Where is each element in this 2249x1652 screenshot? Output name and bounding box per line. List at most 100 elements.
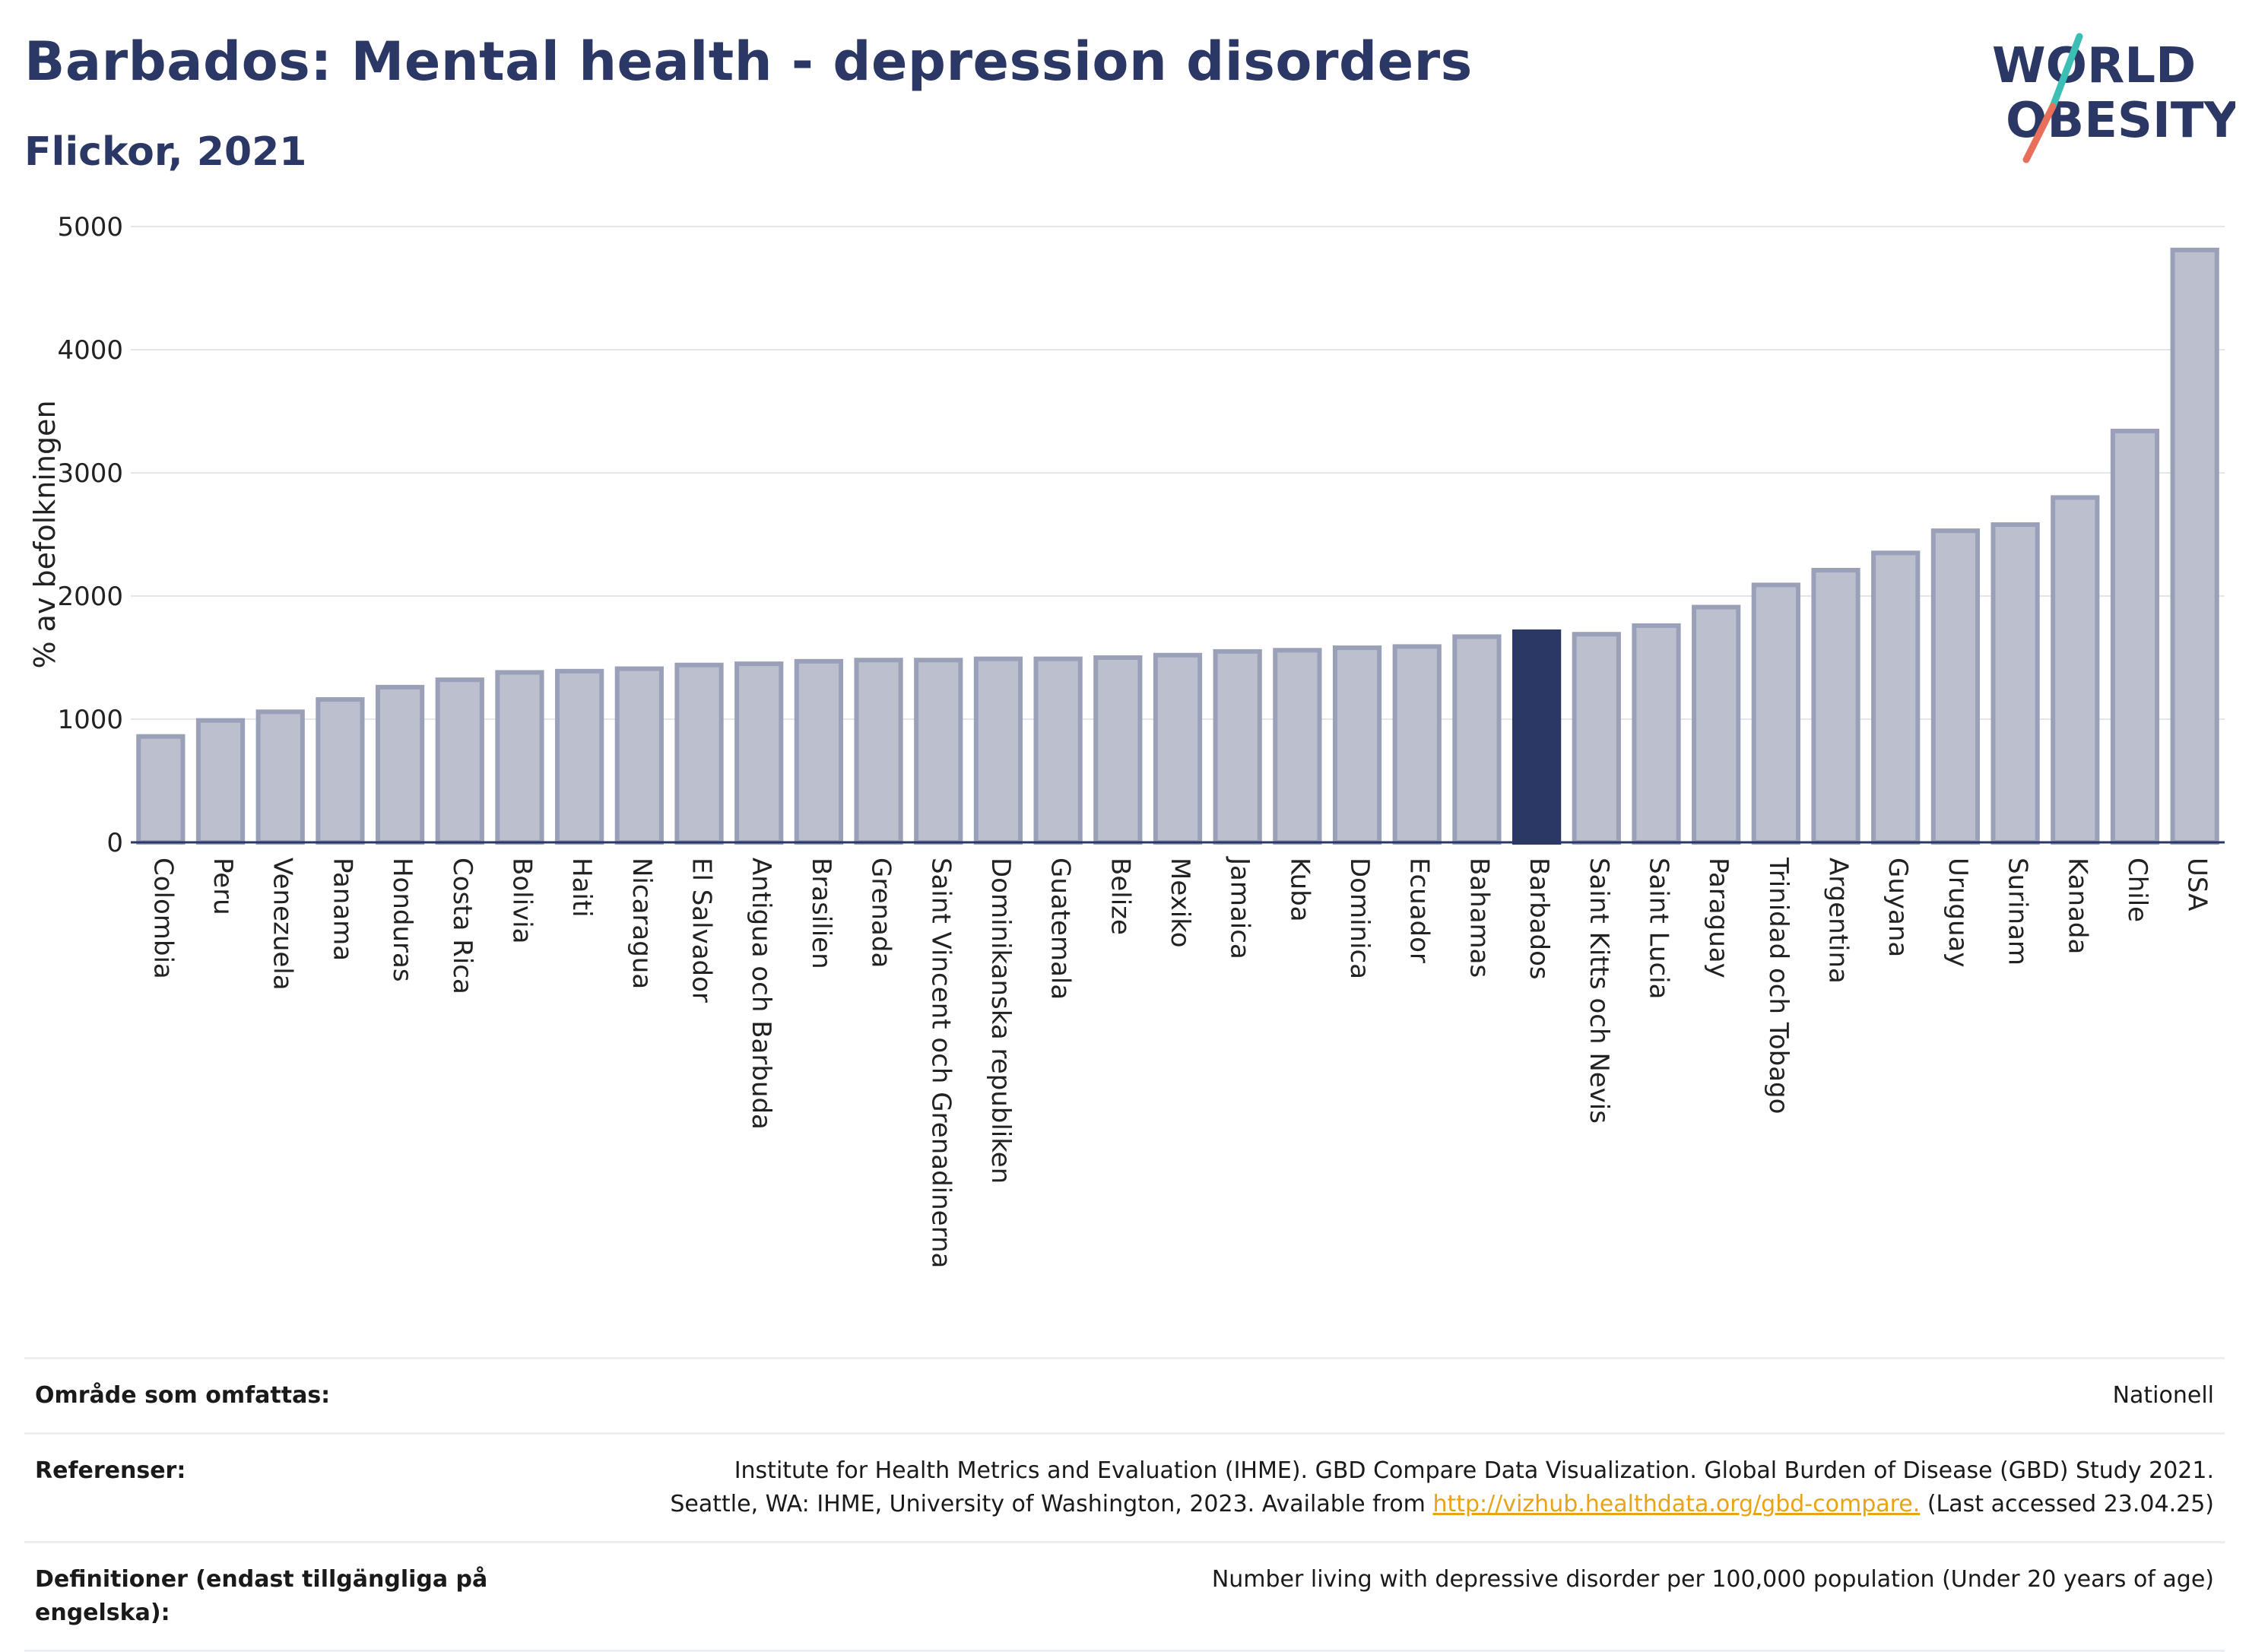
x-tick-label: Panama	[327, 858, 357, 961]
definitions-label: Definitioner (endast tillgängliga på eng…	[35, 1566, 488, 1626]
x-tick-label: Kanada	[2062, 858, 2092, 954]
bar-antigua-och-barbuda	[734, 661, 784, 845]
bar-barbados	[1512, 629, 1562, 845]
x-tick-label: Honduras	[387, 858, 417, 982]
x-tick-label: Ecuador	[1404, 858, 1435, 963]
bar-saint-lucia	[1632, 623, 1681, 845]
bar-bolivia	[495, 670, 544, 845]
x-tick-label: Guatemala	[1045, 858, 1076, 1000]
info-table: Område som omfattas: Nationell Referense…	[24, 1357, 2225, 1652]
references-value: Institute for Health Metrics and Evaluat…	[670, 1454, 2214, 1521]
bar-usa	[2170, 247, 2219, 845]
bar-kanada	[2051, 495, 2100, 845]
bar-honduras	[375, 684, 425, 845]
bar-peru	[195, 718, 246, 845]
bar-grenada	[854, 658, 903, 845]
y-tick-label: 2000	[57, 582, 123, 612]
bar-guyana	[1871, 550, 1921, 845]
definitions-value: Number living with depressive disorder p…	[1211, 1566, 2214, 1593]
y-tick-label: 1000	[57, 705, 123, 735]
bar-costa-rica	[435, 677, 484, 845]
x-tick-label: Dominica	[1344, 858, 1375, 979]
bar-colombia	[136, 734, 186, 845]
references-line2-post: (Last accessed 23.04.25)	[1920, 1491, 2214, 1517]
x-tick-label: Grenada	[866, 858, 896, 968]
x-tick-label: Barbados	[1524, 858, 1554, 980]
x-tick-label: Bahamas	[1464, 858, 1494, 978]
world-obesity-logo: WORLD OBESITY	[1992, 33, 2235, 163]
bar-venezuela	[255, 709, 305, 845]
bar-chile	[2110, 428, 2160, 845]
info-row-definitions: Definitioner (endast tillgängliga på eng…	[24, 1541, 2225, 1652]
x-tick-label: Jamaica	[1225, 856, 1255, 959]
x-tick-label: Mexiko	[1165, 858, 1195, 948]
chart-subtitle: Flickor, 2021	[24, 129, 307, 175]
bar-dominikanska-republiken	[973, 656, 1023, 845]
bar-brasilien	[794, 658, 843, 845]
references-line2-pre: Seattle, WA: IHME, University of Washing…	[670, 1491, 1433, 1517]
logo-slash-teal	[2049, 33, 2083, 110]
x-tick-label: Chile	[2122, 858, 2152, 922]
bar-guatemala	[1033, 656, 1083, 845]
x-tick-label: Saint Lucia	[1643, 858, 1673, 999]
references-line1: Institute for Health Metrics and Evaluat…	[734, 1457, 2214, 1484]
x-axis-ticks: Colombia Peru Venezuela Panama Honduras Costa…	[148, 856, 2212, 1268]
bar-bahamas	[1452, 634, 1502, 845]
y-tick-label: 5000	[57, 212, 123, 243]
x-tick-label: Costa Rica	[447, 858, 477, 994]
bar-el-salvador	[674, 662, 724, 845]
x-tick-label: Bolivia	[506, 858, 537, 943]
bar-saint-vincent-och-grenadinerna	[914, 658, 963, 845]
x-tick-label: Dominikanska republiken	[985, 858, 1016, 1184]
x-tick-label: Saint Kitts och Nevis	[1584, 858, 1614, 1124]
bar-nicaragua	[614, 666, 664, 845]
x-tick-label: USA	[2182, 858, 2213, 911]
x-tick-label: Argentina	[1823, 858, 1854, 984]
logo-line1: WORLD	[1992, 38, 2196, 94]
bar-haiti	[555, 668, 604, 845]
x-tick-label: Antigua och Barbuda	[746, 858, 776, 1130]
bar-saint-kitts-och-nevis	[1572, 632, 1621, 845]
bar-trinidad-och-tobago	[1751, 582, 1800, 845]
references-label: Referenser:	[35, 1457, 186, 1484]
y-tick-label: 3000	[57, 458, 123, 489]
bar-kuba	[1273, 648, 1322, 845]
x-tick-label: Saint Vincent och Grenadinerna	[925, 858, 956, 1268]
bar-dominica	[1332, 645, 1382, 845]
y-axis-ticks: 0 1000 2000 3000 4000 5000	[57, 212, 123, 858]
y-tick-label: 0	[106, 828, 123, 858]
y-tick-label: 4000	[57, 335, 123, 366]
bar-uruguay	[1930, 528, 1981, 845]
chart-title: Barbados: Mental health - depression dis…	[24, 30, 1473, 93]
bar-jamaica	[1213, 648, 1262, 845]
x-tick-label: Haiti	[566, 858, 597, 918]
bar-belize	[1093, 655, 1143, 845]
logo-slash-red	[2022, 103, 2057, 163]
bar-argentina	[1811, 567, 1860, 845]
x-tick-label: Colombia	[148, 858, 178, 979]
x-tick-label: Kuba	[1284, 858, 1315, 922]
x-tick-label: Guyana	[1883, 858, 1913, 957]
area-label: Område som omfattas:	[35, 1382, 331, 1409]
bar-chart: 0 1000 2000 3000 4000 5000 Colombia Peru Venezu…	[28, 212, 2225, 1268]
x-tick-label: Uruguay	[1943, 858, 1973, 968]
bars	[136, 247, 2219, 845]
x-tick-label: Venezuela	[268, 858, 298, 991]
x-tick-label: Surinam	[2003, 858, 2033, 966]
logo-line2: OBESITY	[2006, 93, 2235, 149]
x-tick-label: Belize	[1105, 858, 1135, 935]
x-tick-label: Paraguay	[1703, 858, 1734, 978]
references-link[interactable]: http://vizhub.healthdata.org/gbd-compare…	[1432, 1491, 1921, 1517]
y-axis-label: % av befolkningen	[28, 400, 62, 668]
bar-panama	[316, 697, 365, 845]
bar-paraguay	[1692, 604, 1741, 845]
x-tick-label: Nicaragua	[626, 858, 657, 989]
info-row-references: Referenser: Institute for Health Metrics…	[24, 1432, 2225, 1541]
x-tick-label: El Salvador	[687, 858, 717, 1003]
bar-surinam	[1990, 522, 2040, 845]
x-tick-label: Brasilien	[806, 858, 836, 969]
references-line2: Seattle, WA: IHME, University of Washing…	[670, 1488, 2214, 1521]
x-tick-label: Peru	[208, 858, 238, 915]
bar-ecuador	[1392, 644, 1442, 845]
bar-mexiko	[1153, 652, 1203, 845]
